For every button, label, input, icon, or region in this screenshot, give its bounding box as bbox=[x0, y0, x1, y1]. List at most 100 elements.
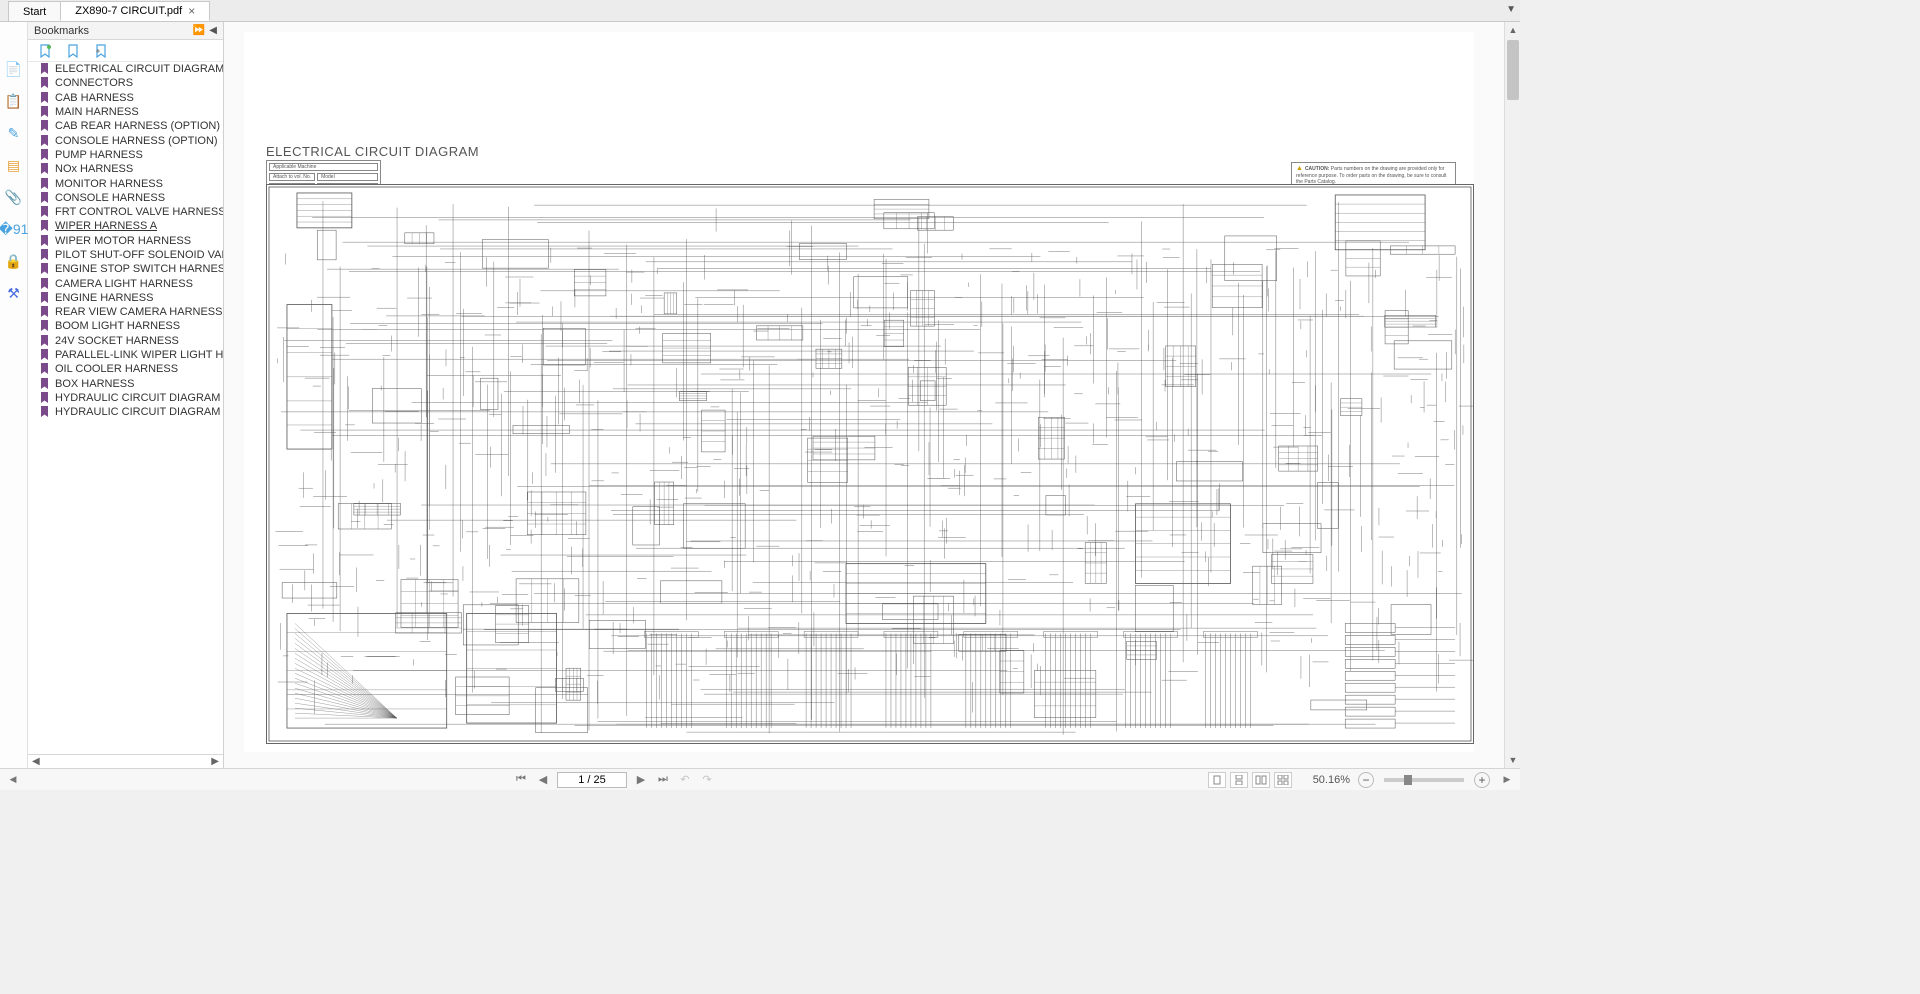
bookmark-icon bbox=[40, 292, 50, 304]
bookmark-icon bbox=[40, 149, 50, 161]
scroll-right-icon[interactable]: ▶ bbox=[211, 756, 219, 767]
bookmark-item[interactable]: PUMP HARNESS bbox=[28, 148, 223, 162]
close-icon[interactable]: × bbox=[188, 1, 195, 21]
bookmark-label: MONITOR HARNESS bbox=[55, 178, 163, 190]
bookmark-label: NOx HARNESS bbox=[55, 163, 133, 175]
page-icon[interactable]: 📄 bbox=[5, 60, 23, 78]
collapse-panel-icon[interactable]: ◀ bbox=[209, 25, 217, 36]
bookmark-item[interactable]: CONSOLE HARNESS (OPTION) bbox=[28, 133, 223, 147]
bookmark-icon bbox=[40, 178, 50, 190]
bookmark-item[interactable]: MAIN HARNESS bbox=[28, 105, 223, 119]
bookmark-item[interactable]: ELECTRICAL CIRCUIT DIAGRAM bbox=[28, 62, 223, 76]
status-right-group: 50.16% − + bbox=[1208, 772, 1500, 788]
bookmarks-hscroll[interactable]: ◀ ▶ bbox=[28, 754, 223, 768]
bookmark-icon bbox=[40, 306, 50, 318]
first-page-button[interactable]: ⏮ bbox=[513, 772, 529, 788]
nav-back-button[interactable]: ↶ bbox=[677, 772, 693, 788]
scroll-left-icon[interactable]: ◀ bbox=[32, 756, 40, 767]
bookmark-item[interactable]: CAB REAR HARNESS (OPTION) bbox=[28, 119, 223, 133]
table-cell: Attach to vol. No. bbox=[269, 173, 315, 181]
bookmark-item[interactable]: OIL COOLER HARNESS bbox=[28, 362, 223, 376]
bookmark-icon bbox=[40, 320, 50, 332]
signature-icon[interactable]: �91 bbox=[5, 220, 23, 238]
attachment-icon[interactable]: 📎 bbox=[5, 188, 23, 206]
bookmark-item[interactable]: CAMERA LIGHT HARNESS bbox=[28, 276, 223, 290]
bookmark-label: CAMERA LIGHT HARNESS bbox=[55, 278, 193, 290]
bookmark-icon bbox=[40, 120, 50, 132]
zoom-out-button[interactable]: − bbox=[1358, 772, 1374, 788]
vertical-scrollbar[interactable]: ▲ ▼ bbox=[1504, 22, 1520, 768]
hscroll-left-icon[interactable]: ◀ bbox=[6, 773, 20, 787]
bookmark-item[interactable]: WIPER HARNESS A bbox=[28, 219, 223, 233]
edit-icon[interactable]: ✎ bbox=[5, 124, 23, 142]
bookmark-icon bbox=[40, 249, 50, 261]
prev-page-button[interactable]: ◀ bbox=[535, 772, 551, 788]
document-scroll-area[interactable]: ELECTRICAL CIRCUIT DIAGRAM Applicable Ma… bbox=[224, 22, 1504, 768]
bookmark-label: HYDRAULIC CIRCUIT DIAGRAM (BREA bbox=[55, 406, 223, 418]
facing-view-button[interactable] bbox=[1252, 772, 1270, 788]
bookmark-item[interactable]: CONSOLE HARNESS bbox=[28, 191, 223, 205]
bookmark-item[interactable]: WIPER MOTOR HARNESS bbox=[28, 234, 223, 248]
bookmark-item[interactable]: HYDRAULIC CIRCUIT DIAGRAM bbox=[28, 391, 223, 405]
bookmark-icon bbox=[40, 406, 50, 418]
bookmark-label: OIL COOLER HARNESS bbox=[55, 363, 178, 375]
last-page-button[interactable]: ⏭ bbox=[655, 772, 671, 788]
zoom-slider-track[interactable] bbox=[1384, 778, 1464, 782]
tab-0[interactable]: Start bbox=[8, 1, 61, 21]
scrollbar-thumb[interactable] bbox=[1507, 40, 1519, 100]
table-cell: Model bbox=[317, 173, 378, 181]
bookmark-item[interactable]: BOX HARNESS bbox=[28, 377, 223, 391]
tab-label: ZX890-7 CIRCUIT.pdf bbox=[75, 1, 182, 21]
bookmark-options-icon[interactable] bbox=[66, 44, 80, 58]
zoom-in-button[interactable]: + bbox=[1474, 772, 1490, 788]
bookmark-item[interactable]: BOOM LIGHT HARNESS bbox=[28, 319, 223, 333]
tab-dropdown-icon[interactable]: ▼ bbox=[1506, 4, 1516, 15]
bookmark-icon bbox=[40, 92, 50, 104]
bookmark-item[interactable]: REAR VIEW CAMERA HARNESS bbox=[28, 305, 223, 319]
bookmark-icon bbox=[40, 63, 50, 75]
hscroll-right-icon[interactable]: ▶ bbox=[1500, 773, 1514, 787]
continuous-view-button[interactable] bbox=[1230, 772, 1248, 788]
bookmark-icon bbox=[40, 378, 50, 390]
bookmark-label: BOX HARNESS bbox=[55, 378, 134, 390]
bookmark-item[interactable]: PILOT SHUT-OFF SOLENOID VALVE H bbox=[28, 248, 223, 262]
new-bookmark-icon[interactable] bbox=[38, 44, 52, 58]
bookmark-item[interactable]: CONNECTORS bbox=[28, 76, 223, 90]
nav-fwd-button[interactable]: ↷ bbox=[699, 772, 715, 788]
bookmark-label: CAB HARNESS bbox=[55, 92, 134, 104]
status-bar: ◀ ⏮ ◀ ▶ ⏭ ↶ ↷ 50.16% − + ▶ bbox=[0, 768, 1520, 790]
left-icon-rail: 📄 📋 ✎ ▤ 📎 �91 🔒 ⚒ bbox=[0, 22, 28, 768]
page-number-input[interactable] bbox=[557, 772, 627, 788]
tab-1[interactable]: ZX890-7 CIRCUIT.pdf × bbox=[60, 1, 210, 21]
bookmark-item[interactable]: MONITOR HARNESS bbox=[28, 176, 223, 190]
expand-all-icon[interactable]: ⏩ bbox=[193, 25, 205, 36]
single-page-view-button[interactable] bbox=[1208, 772, 1226, 788]
bookmark-item[interactable]: ENGINE HARNESS bbox=[28, 291, 223, 305]
facing-continuous-view-button[interactable] bbox=[1274, 772, 1292, 788]
next-page-button[interactable]: ▶ bbox=[633, 772, 649, 788]
zoom-slider-thumb[interactable] bbox=[1404, 775, 1412, 785]
bookmark-icon bbox=[40, 220, 50, 232]
bookmark-item[interactable]: HYDRAULIC CIRCUIT DIAGRAM (BREA bbox=[28, 405, 223, 419]
lock-icon[interactable]: 🔒 bbox=[5, 252, 23, 270]
layers-icon[interactable]: ▤ bbox=[5, 156, 23, 174]
clipboard-icon[interactable]: 📋 bbox=[5, 92, 23, 110]
bookmark-item[interactable]: PARALLEL-LINK WIPER LIGHT HARNES bbox=[28, 348, 223, 362]
bookmark-label: PILOT SHUT-OFF SOLENOID VALVE H bbox=[55, 249, 223, 261]
tab-label: Start bbox=[23, 2, 46, 22]
bookmark-expand-icon[interactable] bbox=[94, 44, 108, 58]
tools-icon[interactable]: ⚒ bbox=[5, 284, 23, 302]
scroll-down-icon[interactable]: ▼ bbox=[1505, 752, 1521, 768]
bookmark-item[interactable]: 24V SOCKET HARNESS bbox=[28, 334, 223, 348]
table-header: Applicable Machine bbox=[269, 163, 378, 171]
bookmark-item[interactable]: CAB HARNESS bbox=[28, 91, 223, 105]
bookmark-item[interactable]: ENGINE STOP SWITCH HARNESS bbox=[28, 262, 223, 276]
bookmark-label: PUMP HARNESS bbox=[55, 149, 143, 161]
bookmark-item[interactable]: NOx HARNESS bbox=[28, 162, 223, 176]
bookmark-icon bbox=[40, 263, 50, 275]
page-navigation: ⏮ ◀ ▶ ⏭ ↶ ↷ bbox=[20, 772, 1208, 788]
bookmark-icon bbox=[40, 77, 50, 89]
bookmarks-title: Bookmarks bbox=[34, 25, 189, 37]
bookmark-item[interactable]: FRT CONTROL VALVE HARNESS bbox=[28, 205, 223, 219]
scroll-up-icon[interactable]: ▲ bbox=[1505, 22, 1521, 38]
